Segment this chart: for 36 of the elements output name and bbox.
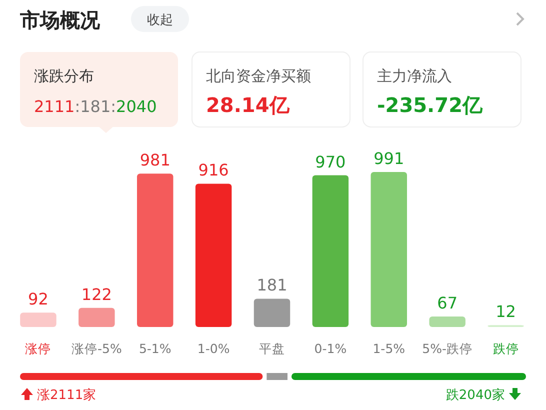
bar <box>370 172 408 327</box>
x-tick-label: 0-1% <box>314 341 347 356</box>
data-label: 67 <box>437 294 458 313</box>
x-tick-label: 5%-跌停 <box>422 341 473 356</box>
data-label: 122 <box>81 284 112 304</box>
x-tick-label: 涨停-5% <box>71 341 122 356</box>
data-label: 92 <box>28 290 48 309</box>
text: 2111:181:2040 <box>34 97 157 116</box>
x-tick-label: 1-0% <box>197 341 230 356</box>
bar <box>78 308 115 327</box>
text: 收起 <box>147 13 173 28</box>
data-label: 181 <box>256 276 288 295</box>
bar <box>195 184 232 327</box>
text: 北向资金净买额 <box>206 67 311 85</box>
x-tick-label: 5-1% <box>138 341 172 356</box>
bar <box>429 316 466 327</box>
text: 涨跌分布 <box>34 67 94 85</box>
data-label: 916 <box>198 160 229 180</box>
text: 28.14亿 <box>206 93 290 117</box>
bar <box>312 175 349 327</box>
chart-title: 市场概况 <box>19 8 101 32</box>
x-tick-label: 跌停 <box>492 341 519 356</box>
bar <box>136 174 174 327</box>
bar <box>254 298 290 327</box>
text: 主力净流入 <box>377 67 452 85</box>
data-label: 12 <box>496 302 516 322</box>
data-label: 991 <box>374 149 404 168</box>
text: 涨2111家 <box>37 387 96 403</box>
data-label: 970 <box>315 152 346 172</box>
data-label: 981 <box>140 150 170 170</box>
text: 跌2040家 <box>446 387 505 403</box>
bar <box>20 312 56 327</box>
x-tick-label: 涨停 <box>25 341 52 356</box>
x-tick-label: 1-5% <box>372 341 406 356</box>
x-tick-label: 平盘 <box>259 341 285 356</box>
text: -235.72亿 <box>377 93 484 117</box>
